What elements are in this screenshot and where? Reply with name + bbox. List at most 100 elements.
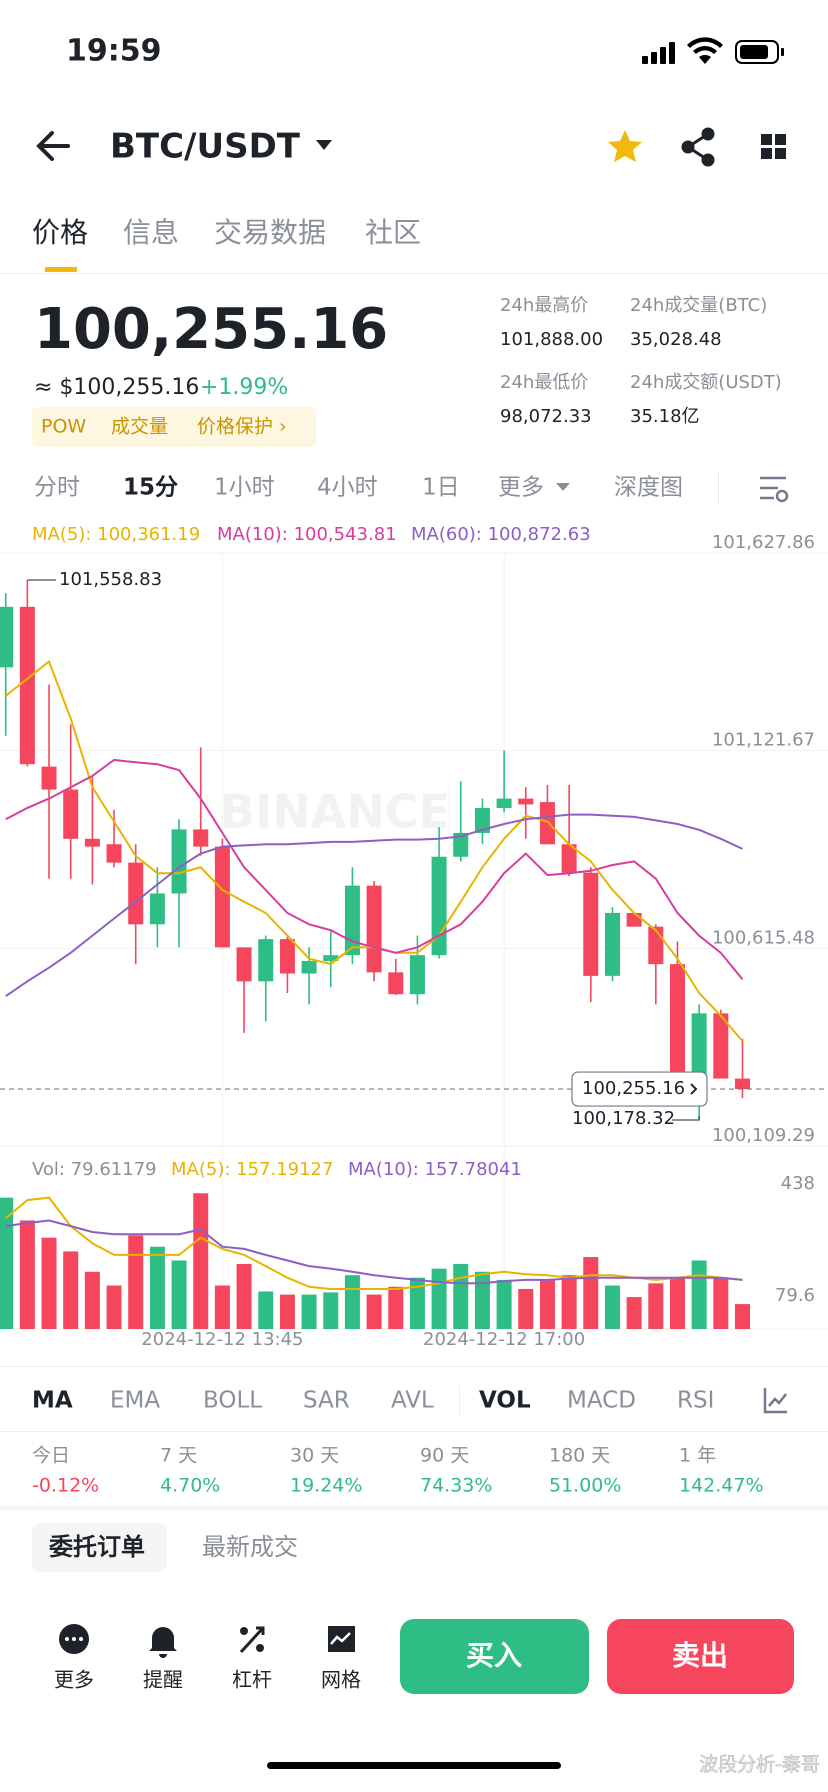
volume-bar xyxy=(149,1246,165,1329)
candle-body xyxy=(669,964,685,1079)
timeframe[interactable]: 4小时 xyxy=(317,475,378,501)
ma-line xyxy=(5,1219,743,1285)
divider xyxy=(0,273,828,274)
volume-bar xyxy=(561,1275,577,1329)
legend-entry: MA(5): 100,361.19 xyxy=(32,524,200,545)
status-icons xyxy=(642,37,784,64)
tool-label[interactable]: 网格 xyxy=(321,1668,361,1692)
tool-label[interactable]: 更多 xyxy=(54,1668,94,1692)
tag[interactable]: 成交量 xyxy=(111,416,168,438)
order-tab[interactable]: 委托订单 xyxy=(48,1533,145,1561)
sell-label[interactable]: 卖出 xyxy=(672,1639,728,1672)
volume-bar xyxy=(344,1275,360,1329)
chart: BINANCE 101,627.86 101,121.67 100,615.48 100… xyxy=(0,524,828,1350)
timeframe[interactable]: 1小时 xyxy=(214,475,275,501)
timeframe[interactable]: 更多 xyxy=(498,475,544,501)
divider xyxy=(718,472,719,504)
order-tab[interactable]: 最新成交 xyxy=(202,1533,298,1561)
timeframe[interactable]: 深度图 xyxy=(614,475,683,501)
pair-dropdown[interactable] xyxy=(316,140,332,150)
ma-line xyxy=(5,813,743,998)
volume-bar xyxy=(258,1291,274,1329)
favorite-star[interactable] xyxy=(608,130,642,162)
candle-body xyxy=(691,1013,707,1079)
volume-bar xyxy=(323,1292,339,1329)
volume-bar xyxy=(279,1294,295,1329)
volume-bar xyxy=(193,1193,209,1329)
timeframe[interactable]: 1日 xyxy=(422,475,460,501)
perf-value: -0.12% xyxy=(32,1475,99,1497)
timeframe[interactable]: 分时 xyxy=(34,475,80,501)
tool-icons xyxy=(59,1624,355,1658)
volume-bar xyxy=(0,1197,14,1329)
tag[interactable]: 价格保护 › xyxy=(197,416,287,438)
candle-body xyxy=(539,802,555,845)
watermark: 波段分析-秦哥 xyxy=(699,1754,820,1776)
x-tick-label: 2024-12-12 13:45 xyxy=(141,1329,303,1350)
indicator[interactable]: MACD xyxy=(567,1388,636,1414)
share-button[interactable] xyxy=(681,127,715,167)
tab[interactable]: 信息 xyxy=(123,216,179,249)
candle-body xyxy=(388,972,404,995)
indicator[interactable]: VOL xyxy=(479,1388,531,1414)
pair-title[interactable]: BTC/USDT xyxy=(110,127,301,167)
sell-button[interactable] xyxy=(607,1619,794,1694)
last-price: 100,255.16 xyxy=(34,297,388,362)
indicator[interactable]: AVL xyxy=(391,1388,434,1414)
back-button[interactable] xyxy=(36,131,70,161)
indicator[interactable]: MA xyxy=(32,1388,73,1414)
perf-value: 51.00% xyxy=(549,1475,621,1497)
tag[interactable]: POW xyxy=(41,416,86,438)
stat-value: 35.18亿 xyxy=(630,406,700,427)
perf-label: 7 天 xyxy=(160,1445,197,1467)
buy-label[interactable]: 买入 xyxy=(466,1639,522,1672)
candle-body xyxy=(279,939,295,974)
high-label: 101,558.83 xyxy=(59,569,162,590)
legend-entry: MA(60): 100,872.63 xyxy=(411,524,591,545)
indicator[interactable]: RSI xyxy=(677,1388,714,1414)
volume-bar xyxy=(106,1285,122,1329)
more-dropdown[interactable] xyxy=(556,483,570,491)
tab-active-bg xyxy=(32,1523,167,1572)
perf-value: 142.47% xyxy=(679,1475,764,1497)
legend-entry: MA(5): 157.19127 xyxy=(171,1159,333,1180)
volume-bar xyxy=(734,1304,750,1329)
volume-bar xyxy=(19,1220,35,1329)
volume-bar xyxy=(171,1260,187,1329)
buy-button[interactable] xyxy=(400,1619,589,1694)
candle-body xyxy=(128,862,144,925)
price-change: +1.99% xyxy=(200,375,288,400)
stat-value: 101,888.00 xyxy=(500,329,603,350)
tag-box xyxy=(32,407,316,447)
indicator-settings[interactable] xyxy=(763,1388,787,1414)
stat-value: 35,028.48 xyxy=(630,329,722,350)
candle-body xyxy=(214,846,230,948)
x-tick-label: 2024-12-12 17:00 xyxy=(423,1329,585,1350)
tool-label[interactable]: 杠杆 xyxy=(232,1668,272,1692)
timeframe[interactable]: 15分 xyxy=(123,475,178,501)
indicator[interactable]: SAR xyxy=(303,1388,350,1414)
volume-bar xyxy=(583,1257,599,1329)
tool-label[interactable]: 提醒 xyxy=(143,1668,183,1692)
volume-bar xyxy=(128,1235,144,1329)
tab[interactable]: 交易数据 xyxy=(214,216,326,249)
y-tick-label: 101,121.67 xyxy=(712,730,815,751)
candle-body xyxy=(734,1078,750,1090)
perf-label: 今日 xyxy=(32,1445,70,1467)
layout-button[interactable] xyxy=(761,134,786,159)
chart-settings[interactable] xyxy=(760,476,789,503)
candle-body xyxy=(236,947,252,982)
volume-bar xyxy=(604,1285,620,1329)
volume-bar xyxy=(496,1279,512,1329)
indicator[interactable]: EMA xyxy=(110,1388,160,1414)
tab[interactable]: 社区 xyxy=(365,216,421,249)
tab[interactable]: 价格 xyxy=(32,216,88,249)
candle-body xyxy=(258,939,274,982)
legend-entry: MA(10): 100,543.81 xyxy=(217,524,397,545)
volume-bar xyxy=(388,1286,404,1329)
indicator[interactable]: BOLL xyxy=(203,1388,262,1414)
ma-line xyxy=(5,758,744,981)
volume-bar xyxy=(669,1277,685,1329)
candle-body xyxy=(84,838,100,847)
